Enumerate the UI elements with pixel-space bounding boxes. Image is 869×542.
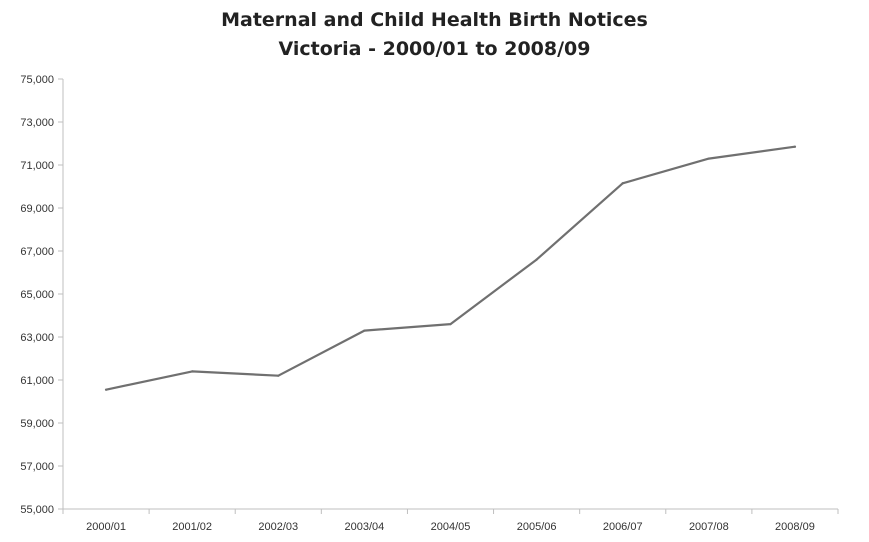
series-layer	[104, 145, 797, 391]
y-tick-label: 71,000	[20, 160, 54, 172]
data-point	[535, 258, 538, 261]
y-tick-label: 63,000	[20, 332, 54, 344]
chart-subtitle: Victoria - 2000/01 to 2008/09	[278, 38, 591, 60]
x-tick-label: 2001/02	[172, 521, 212, 533]
data-point	[104, 388, 108, 391]
chart-title: Maternal and Child Health Birth Notices	[221, 9, 648, 31]
x-tick-label: 2008/09	[775, 521, 815, 533]
y-tick-label: 75,000	[20, 74, 54, 86]
data-point	[191, 370, 194, 373]
chart-title-block: Maternal and Child Health Birth Notices …	[0, 6, 869, 64]
y-tick-label: 55,000	[20, 504, 54, 516]
y-tick-label: 57,000	[20, 461, 54, 473]
data-point	[277, 374, 280, 377]
x-tick-label: 2000/01	[86, 521, 126, 533]
y-tick-label: 67,000	[20, 246, 54, 258]
y-tick-label: 65,000	[20, 289, 54, 301]
data-point	[621, 182, 624, 185]
data-point	[449, 323, 452, 326]
y-tick-label: 59,000	[20, 418, 54, 430]
data-point	[363, 329, 366, 332]
y-tick-label: 73,000	[20, 117, 54, 129]
x-tick-label: 2003/04	[345, 521, 385, 533]
data-point	[707, 157, 710, 160]
axes	[62, 79, 838, 510]
x-tick-label: 2005/06	[517, 521, 557, 533]
x-tick-label: 2006/07	[603, 521, 643, 533]
x-tick-label: 2004/05	[431, 521, 471, 533]
x-tick-label: 2002/03	[258, 521, 298, 533]
y-axis-ticks: 55,000 57,000 59,000 61,000 63,000 65,000 67,0…	[20, 74, 63, 516]
data-point	[793, 145, 797, 148]
x-tick-label: 2007/08	[689, 521, 729, 533]
series-line	[104, 145, 797, 391]
y-tick-label: 61,000	[20, 375, 54, 387]
x-axis-ticks: 2000/01 2001/02 2002/03 2003/04 2004/05 2005/…	[62, 509, 839, 533]
y-tick-label: 69,000	[20, 203, 54, 215]
